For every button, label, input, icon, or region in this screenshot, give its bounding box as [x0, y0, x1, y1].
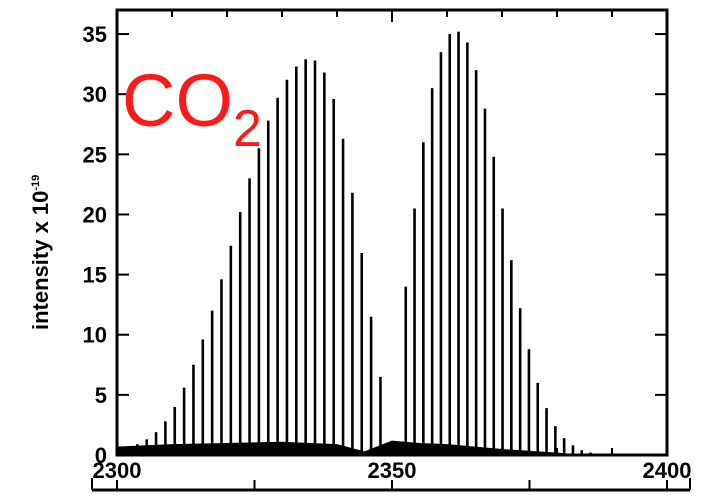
background-band [117, 440, 585, 455]
x-tick-label: 2300 [93, 458, 142, 483]
y-tick-label: 5 [95, 383, 107, 408]
x-tick-label: 2400 [643, 458, 692, 483]
y-tick-label: 0 [95, 443, 107, 468]
co2-annotation-main: CO [122, 59, 233, 142]
tick-labels: 0 5 10 15 20 25 30 35 2300 2350 2400 [83, 22, 692, 483]
y-tick-label: 35 [83, 22, 107, 47]
spectral-lines [126, 31, 592, 455]
y-tick-label: 15 [83, 263, 107, 288]
y-axis-title-main: intensity x 10 [28, 191, 53, 330]
co2-annotation: CO2 [122, 59, 262, 158]
co2-annotation-subscript: 2 [233, 100, 262, 158]
x-tick-label: 2350 [368, 458, 417, 483]
y-tick-label: 20 [83, 202, 107, 227]
y-tick-label: 25 [83, 142, 107, 167]
y-tick-label: 30 [83, 82, 107, 107]
axis-ticks [91, 10, 691, 490]
y-axis-title-exponent: -19 [30, 175, 42, 191]
background-band-fill [117, 440, 585, 455]
y-axis-title: intensity x 10-19 [28, 175, 53, 330]
y-tick-label: 10 [83, 323, 107, 348]
